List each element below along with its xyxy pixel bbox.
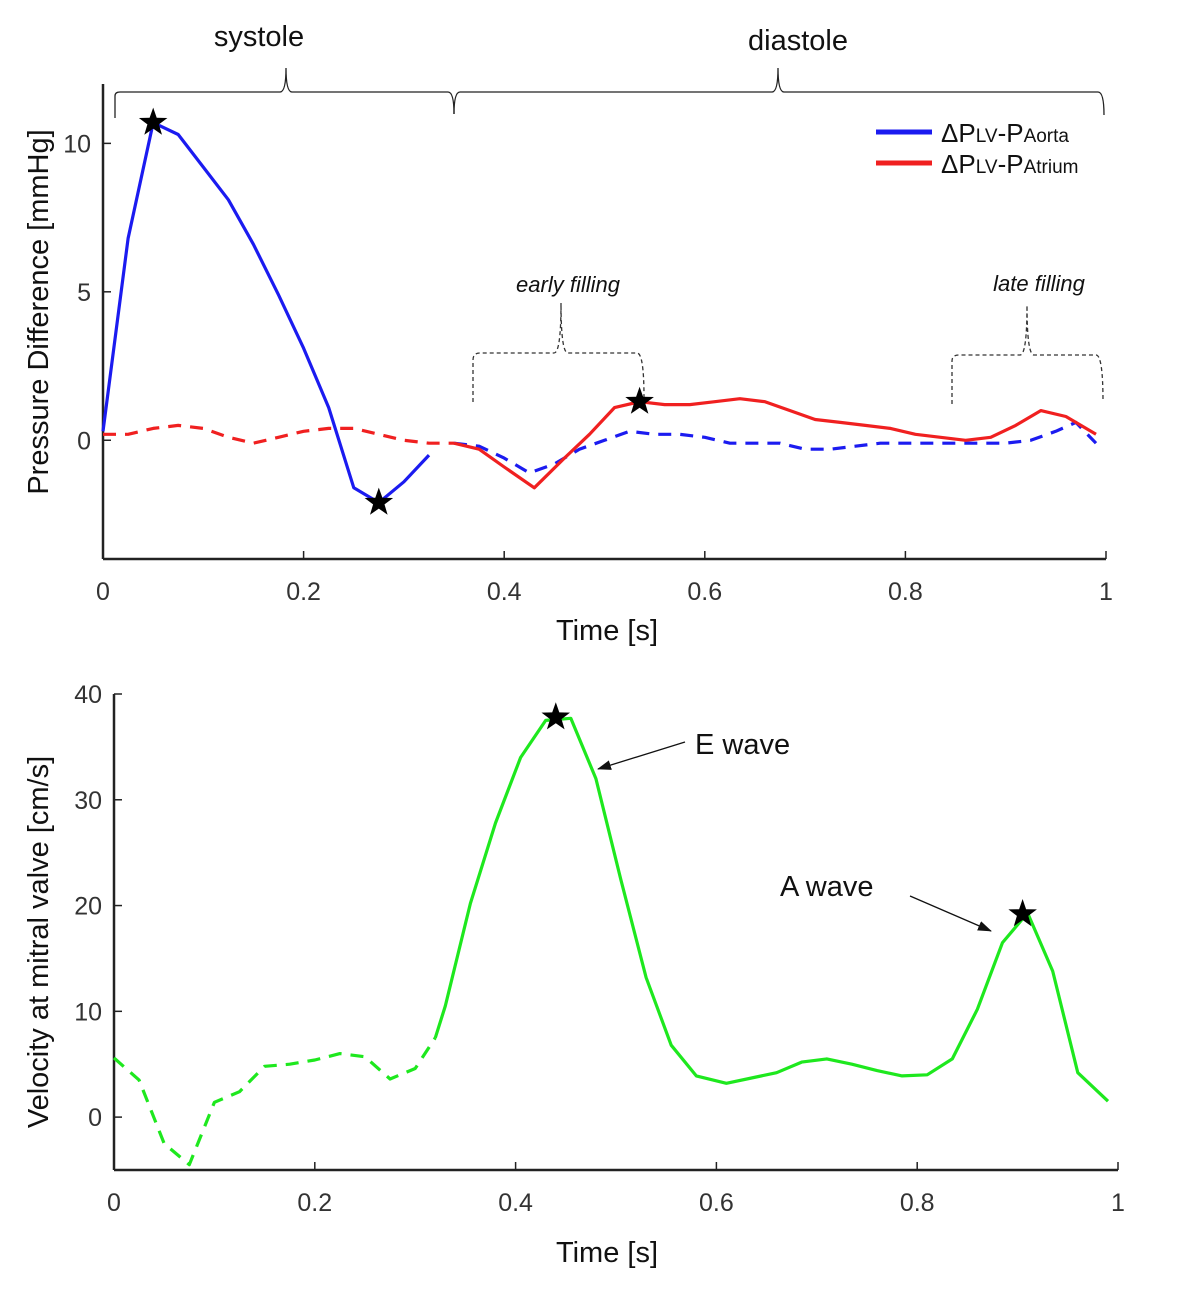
peak-star-marker (625, 386, 654, 414)
pressure-y-axis-label: Pressure Difference [mmHg] (23, 129, 55, 494)
peak-star-marker (541, 702, 570, 730)
a-wave-label: A wave (780, 871, 874, 903)
velocity-x-tick-label: 0.8 (900, 1189, 935, 1217)
velocity-y-tick-label: 20 (74, 893, 102, 921)
velocity-y-ticks: 0 10 20 30 40 (74, 681, 122, 1132)
late-filling-brace (951, 304, 1104, 404)
pressure-y-tick-label: 0 (77, 427, 91, 455)
velocity-x-tick-label: 0.6 (699, 1189, 734, 1217)
e-wave-arrow (597, 741, 686, 770)
early-filling-brace (472, 302, 645, 402)
velocity-x-tick-label: 0.2 (297, 1189, 332, 1217)
late-filling-label: late filling (993, 271, 1085, 296)
pressure-series-1-dashed-line (103, 423, 454, 445)
velocity-y-tick-label: 10 (74, 998, 102, 1026)
e-wave-label: E wave (695, 729, 790, 761)
pressure-y-tick-label: 10 (63, 130, 91, 158)
pressure-y-tick-label: 5 (77, 279, 91, 307)
legend-label-atrium: ΔPLV-PAtrium (941, 149, 1078, 179)
pressure-x-tick-label: 0.8 (888, 578, 923, 606)
pressure-series-0-solid-line (101, 120, 431, 505)
systole-label: systole (214, 21, 304, 53)
pressure-markers (138, 107, 654, 515)
pressure-series-1-solid-line (453, 397, 1097, 490)
pressure-chart: systole diastole early filling late fill… (23, 21, 1113, 647)
legend-label-aorta: ΔPLV-PAorta (941, 118, 1069, 148)
velocity-markers (541, 702, 1037, 927)
early-filling-label: early filling (516, 272, 621, 297)
pressure-x-tick-label: 1 (1099, 578, 1113, 606)
pressure-x-ticks: 0 0.2 0.4 0.6 0.8 1 (96, 551, 1113, 606)
peak-star-marker (1008, 899, 1037, 927)
systole-brace (114, 67, 455, 118)
peak-star-marker (364, 487, 394, 515)
velocity-y-axis-label: Velocity at mitral valve [cm/s] (23, 756, 55, 1128)
velocity-x-ticks: 0 0.2 0.4 0.6 0.8 1 (107, 1162, 1125, 1217)
velocity-x-axis-label: Time [s] (556, 1237, 658, 1269)
pressure-series-0-dashed-line (453, 420, 1098, 475)
pressure-x-tick-label: 0.4 (487, 578, 522, 606)
velocity-x-tick-label: 0.4 (498, 1189, 533, 1217)
velocity-x-tick-label: 0 (107, 1189, 121, 1217)
a-wave-arrow (909, 895, 992, 932)
pressure-x-tick-label: 0.2 (286, 578, 321, 606)
velocity-y-tick-label: 30 (74, 787, 102, 815)
velocity-series (112, 716, 1110, 1167)
pressure-y-ticks: 0 5 10 (63, 130, 111, 455)
pressure-x-tick-label: 0.6 (687, 578, 722, 606)
pressure-series (101, 120, 1098, 505)
pressure-x-axis-label: Time [s] (556, 615, 658, 647)
velocity-y-tick-label: 40 (74, 681, 102, 709)
diastole-brace (453, 67, 1105, 116)
velocity-x-tick-label: 1 (1111, 1189, 1125, 1217)
velocity-y-tick-label: 0 (88, 1104, 102, 1132)
diastole-label: diastole (748, 25, 848, 57)
velocity-series-0-solid-line (433, 716, 1110, 1103)
velocity-series-0-dashed-line (112, 1036, 437, 1167)
peak-star-marker (138, 107, 168, 135)
pressure-x-tick-label: 0 (96, 578, 110, 606)
velocity-chart: 0 0.2 0.4 0.6 0.8 1 0 10 20 30 40 E wave A wave T… (23, 681, 1125, 1269)
pressure-legend: ΔPLV-PAorta ΔPLV-PAtrium (876, 118, 1078, 179)
